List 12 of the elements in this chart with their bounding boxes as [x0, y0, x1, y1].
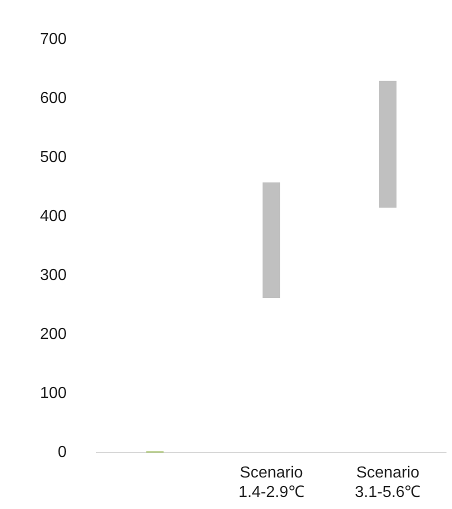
y-tick-label: 700: [40, 31, 67, 48]
y-tick-label: 400: [40, 208, 67, 226]
y-tick-label: 200: [40, 326, 67, 344]
y-tick-label: 0: [58, 444, 67, 462]
bar: [262, 182, 280, 298]
bar: [379, 80, 397, 208]
x-tick-label: Scenario 3.1-5.6℃: [354, 464, 421, 501]
y-tick-label: 600: [40, 90, 67, 108]
y-tick-label: 100: [40, 385, 67, 402]
y-tick-label: 300: [40, 267, 67, 284]
x-tick-label: Scenario 1.4-2.9℃: [238, 464, 304, 501]
y-tick-label: 500: [40, 149, 67, 166]
